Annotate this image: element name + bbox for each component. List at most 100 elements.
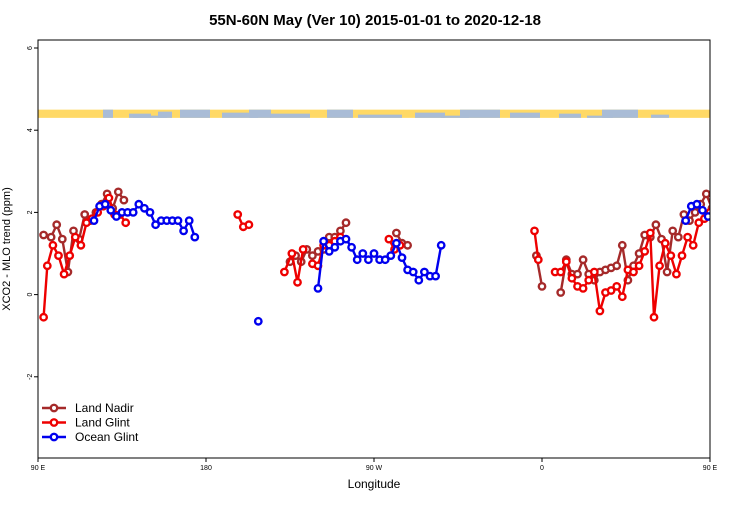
data-point [681, 216, 691, 226]
data-point [722, 209, 728, 215]
series-line [283, 249, 305, 284]
data-point [293, 277, 302, 287]
x-tick-label: 0 [540, 465, 544, 472]
data-point [649, 312, 659, 322]
data-point [139, 203, 149, 213]
data-point [666, 251, 676, 261]
data-point [436, 240, 446, 250]
data-point [386, 251, 396, 261]
data-point [714, 189, 720, 195]
data-point [391, 238, 401, 248]
y-tick-label: 4 [27, 128, 34, 132]
data-point [319, 236, 328, 246]
data-point [57, 234, 67, 244]
data-point [645, 228, 655, 238]
x-tick-label: 180 [200, 465, 212, 472]
axes: 90 E 180 90 W 0 90 E -2 0 2 4 6 [27, 46, 718, 472]
data-point [369, 249, 379, 258]
band-land [38, 109, 710, 118]
data-point [578, 255, 588, 265]
data-point [655, 261, 664, 271]
band-ocean-patch [358, 114, 402, 118]
data-point [578, 283, 588, 293]
data-point [533, 255, 543, 265]
data-point [307, 251, 317, 261]
data-point [358, 249, 368, 258]
data-point [701, 189, 710, 199]
band-ocean-patch [158, 111, 172, 118]
data-point [179, 226, 189, 236]
data-point [80, 210, 90, 219]
data-point [54, 251, 63, 261]
band-ocean-patch [460, 109, 500, 118]
data-point [672, 269, 681, 279]
legend-marker [49, 418, 59, 427]
data-point [403, 240, 412, 250]
band-ocean-patch [510, 112, 540, 118]
band-ocean-patch [327, 109, 353, 118]
data-point [279, 267, 289, 277]
data-point [287, 249, 297, 258]
data-point [233, 210, 243, 219]
x-tick-label: 90 W [366, 465, 383, 472]
data-point [727, 201, 733, 207]
data-point [46, 232, 56, 242]
data-point [729, 211, 735, 217]
data-point [324, 246, 334, 256]
data-point [419, 267, 429, 277]
data-point [677, 251, 687, 261]
data-point [134, 199, 144, 209]
y-tick-label: 6 [27, 46, 34, 50]
data-point [537, 281, 547, 291]
legend-label: Land Glint [75, 416, 130, 430]
data-point [48, 240, 58, 250]
data-point [384, 234, 394, 244]
data-point [651, 220, 661, 230]
data-point [724, 211, 730, 217]
data-point [617, 240, 627, 250]
band-ocean-patch [559, 113, 581, 118]
data-point [595, 306, 605, 316]
data-point [253, 316, 263, 326]
data-point [39, 230, 48, 240]
data-point [173, 216, 183, 226]
data-point [151, 220, 161, 230]
band-ocean-patch [415, 112, 445, 118]
legend-marker [49, 432, 59, 442]
data-point [660, 238, 670, 248]
data-point [190, 232, 200, 242]
data-point [556, 288, 566, 297]
band-ocean-patch [103, 109, 113, 118]
chart-title: 55N-60N May (Ver 10) 2015-01-01 to 2020-… [209, 12, 541, 29]
y-tick-label: -2 [27, 374, 34, 380]
data-point [42, 261, 52, 271]
data-point [341, 234, 351, 244]
y-axis-label: XCO2 - MLO trend (ppm) [1, 187, 13, 310]
data-point [106, 205, 116, 215]
data-point [59, 269, 69, 279]
data-point [89, 216, 99, 226]
band-ocean-patch [651, 114, 669, 118]
band-ocean-patch [441, 115, 469, 118]
data-point [662, 267, 672, 277]
data-point [735, 220, 741, 226]
data-point [683, 232, 692, 242]
data-point [668, 226, 678, 236]
data-point [712, 203, 718, 209]
series-ocean-glint [89, 199, 733, 326]
data-point [52, 220, 62, 230]
x-axis-label: Longitude [348, 477, 401, 491]
legend-label: Land Nadir [75, 401, 134, 415]
data-point [184, 216, 194, 226]
band-ocean-patch [249, 109, 271, 118]
data-point [431, 271, 440, 281]
data-point [112, 212, 121, 221]
data-point [82, 218, 91, 228]
data-point [617, 292, 627, 302]
data-point [391, 228, 401, 238]
data-point [244, 220, 254, 230]
data-point [567, 273, 577, 283]
y-tick-label: 2 [27, 210, 34, 214]
